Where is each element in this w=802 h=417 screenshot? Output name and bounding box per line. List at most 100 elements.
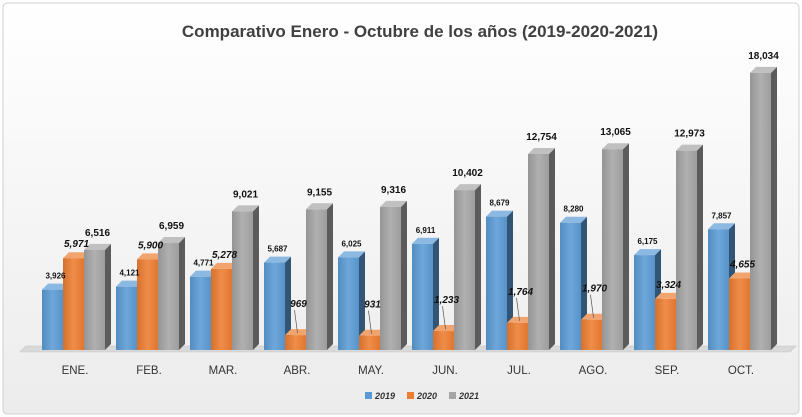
data-label-2021: 10,402 bbox=[452, 168, 483, 179]
bar-top bbox=[486, 210, 513, 217]
bar-group-jul bbox=[486, 147, 555, 350]
bar-2019-abr bbox=[264, 256, 291, 350]
bar-top bbox=[560, 216, 587, 223]
bar-top bbox=[264, 256, 291, 263]
bar-side bbox=[285, 256, 291, 350]
data-label-2020: 1,764 bbox=[508, 287, 533, 298]
bar-group-ago bbox=[560, 143, 629, 350]
bar-front bbox=[708, 229, 729, 350]
bar-group-feb bbox=[116, 237, 185, 350]
bar-top bbox=[116, 280, 143, 287]
bar-top bbox=[380, 200, 407, 207]
bar-group-jun bbox=[412, 184, 481, 350]
legend-label: 2021 bbox=[458, 391, 479, 401]
bar-side bbox=[327, 203, 333, 350]
bar-group-ene bbox=[42, 243, 111, 350]
leader-line bbox=[368, 310, 372, 334]
bar-front bbox=[116, 286, 137, 350]
bar-top bbox=[232, 205, 259, 212]
data-label-2020: 5,971 bbox=[64, 239, 89, 250]
bars bbox=[42, 66, 777, 351]
bar-top bbox=[729, 272, 756, 279]
leader-line bbox=[442, 306, 446, 330]
bar-front bbox=[581, 319, 602, 350]
bar-top bbox=[63, 252, 90, 259]
data-label-2021: 18,034 bbox=[748, 51, 779, 62]
bar-top bbox=[211, 262, 238, 269]
data-label-2020: 3,324 bbox=[656, 280, 681, 291]
bar-top bbox=[338, 251, 365, 258]
data-label-2020: 1,970 bbox=[582, 284, 607, 295]
legend-swatch bbox=[407, 392, 414, 399]
category-label: ENE. bbox=[62, 365, 89, 377]
bar-front bbox=[729, 278, 750, 350]
data-label-2021: 9,316 bbox=[381, 185, 406, 196]
bar-group-abr bbox=[264, 203, 333, 350]
bar-top bbox=[602, 143, 629, 150]
category-label: MAR. bbox=[209, 365, 238, 377]
bar-front bbox=[528, 153, 549, 350]
bar-group-sep bbox=[634, 144, 703, 350]
bar-group-oct bbox=[708, 66, 777, 351]
bar-2021-ago bbox=[602, 143, 629, 350]
bar-top bbox=[285, 329, 312, 336]
category-label: AGO. bbox=[579, 365, 608, 377]
bar-front bbox=[454, 190, 475, 350]
data-label-2021: 13,065 bbox=[600, 127, 631, 138]
data-label-2019: 8,679 bbox=[489, 199, 510, 208]
bar-2021-jun bbox=[454, 184, 481, 350]
category-axis: ENE. FEB. MAR. ABR. MAY. JUN. JUL. AGO. SEP. OCT. bbox=[62, 365, 755, 377]
category-label: JUL. bbox=[507, 365, 531, 377]
bar-front bbox=[306, 209, 327, 350]
bar-2021-mar bbox=[232, 205, 259, 350]
bar-top bbox=[581, 313, 608, 320]
bar-side bbox=[105, 243, 111, 350]
chart-title: Comparativo Enero - Octubre de los años … bbox=[182, 22, 658, 41]
bar-2019-jul bbox=[486, 210, 513, 350]
bar-front bbox=[634, 255, 655, 350]
bar-2021-may bbox=[380, 200, 407, 350]
category-label: FEB. bbox=[136, 365, 162, 377]
legend-item-2019: 2019 bbox=[365, 391, 395, 401]
bar-front bbox=[560, 222, 581, 350]
leader-line bbox=[294, 310, 298, 334]
legend-swatch bbox=[449, 392, 456, 399]
legend-swatch bbox=[365, 392, 372, 399]
data-label-2019: 7,857 bbox=[711, 211, 732, 220]
data-label-2020: 931 bbox=[364, 300, 381, 311]
bar-2021-sep bbox=[676, 144, 703, 350]
bar-group-mar bbox=[190, 205, 259, 350]
bar-top bbox=[158, 237, 185, 244]
bar-front bbox=[158, 243, 179, 350]
bar-side bbox=[359, 251, 365, 350]
bar-front bbox=[433, 331, 454, 350]
data-label-2020: 5,278 bbox=[212, 250, 237, 261]
bar-front bbox=[412, 243, 433, 350]
bar-group-may bbox=[338, 200, 407, 350]
bar-side bbox=[697, 144, 703, 350]
bar-front bbox=[486, 216, 507, 350]
data-label-2020: 969 bbox=[290, 299, 307, 310]
data-label-2019: 8,280 bbox=[563, 205, 584, 214]
data-label-2021: 9,155 bbox=[307, 187, 332, 198]
bar-side bbox=[433, 237, 439, 350]
bar-top bbox=[42, 283, 69, 290]
data-label-2021: 9,021 bbox=[233, 189, 258, 200]
leader-line bbox=[590, 294, 594, 318]
data-label-2021: 12,754 bbox=[526, 132, 557, 143]
bar-front bbox=[190, 276, 211, 350]
bar-side bbox=[179, 237, 185, 350]
bar-side bbox=[771, 66, 777, 351]
bar-front bbox=[655, 298, 676, 350]
bar-top bbox=[306, 203, 333, 210]
bar-top bbox=[655, 292, 682, 299]
bar-top bbox=[676, 144, 703, 151]
bar-front bbox=[264, 262, 285, 350]
legend-item-2021: 2021 bbox=[449, 391, 479, 401]
bar-top bbox=[190, 270, 217, 277]
bar-side bbox=[401, 200, 407, 350]
data-label-2021: 12,973 bbox=[674, 129, 705, 140]
bar-front bbox=[211, 268, 232, 350]
bar-front bbox=[84, 249, 105, 350]
